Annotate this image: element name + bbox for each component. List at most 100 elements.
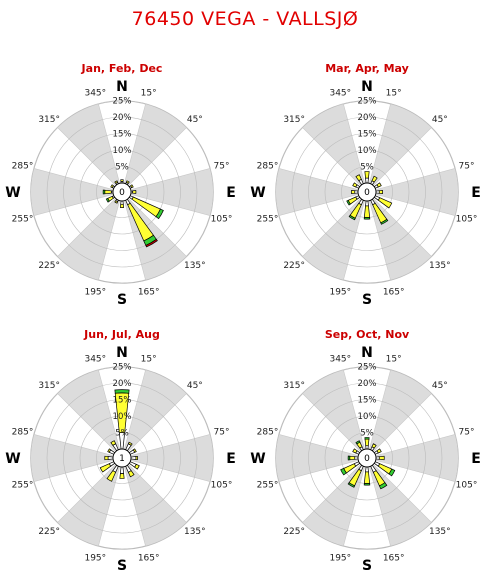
sector-line [98, 200, 120, 280]
wind-rose-chart: Jun, Jul, Aug15%10%15%20%25%15°45°75°105… [5, 328, 236, 573]
sector-line [34, 168, 114, 190]
degree-label: 285° [257, 427, 279, 437]
percent-ring [30, 100, 214, 284]
wind-bar [365, 177, 369, 184]
wind-bar [107, 456, 114, 460]
sector-line [98, 370, 120, 450]
wind-bar [155, 208, 164, 220]
percent-ring [275, 100, 459, 284]
direction-label: W [5, 185, 20, 201]
wind-bar [364, 171, 370, 179]
degree-label: 105° [456, 481, 478, 491]
wind-bar [355, 174, 362, 182]
ring-label: 15% [358, 396, 377, 406]
season-title: Jun, Jul, Aug [83, 328, 160, 341]
degree-label: 285° [12, 427, 34, 437]
shaded-sector [369, 370, 432, 452]
wind-rose-chart: Mar, Apr, May 0 5% 10% 15% 20% 25% 15° 45° 75° 105… [250, 62, 481, 307]
wind-rose-panel-autumn: Sep, Oct, Nov 0 5% 10% 15% 20% 25% 15° 45° 75° 105… [245, 318, 490, 573]
wind-bar [104, 455, 109, 461]
sector-line [279, 460, 359, 482]
shaded-sector [130, 168, 214, 216]
degree-label: 225° [38, 527, 60, 537]
degree-label: 255° [257, 481, 279, 491]
degree-label: 75° [459, 427, 475, 437]
wind-rose-panel-winter: Jan, Feb, Dec 0 5% 10% 15% 20% 25% 15° 45° 75° 105… [0, 52, 245, 307]
direction-label: W [5, 451, 20, 467]
wind-bar [354, 456, 359, 460]
direction-label: W [250, 451, 265, 467]
calm-label: 0 [364, 188, 370, 198]
sector-line [369, 370, 391, 450]
degree-label: 15° [386, 89, 402, 99]
wind-bar [99, 463, 112, 473]
sector-line [98, 104, 120, 184]
wind-bar [130, 456, 137, 460]
wind-bar [363, 471, 371, 484]
wind-bar [347, 482, 356, 488]
sector-line [375, 460, 455, 482]
percent-ring [96, 166, 148, 218]
sector-line [375, 434, 455, 456]
page-title: 76450 VEGA - VALLSJØ [131, 8, 359, 30]
wind-rose-panel-summer: Jun, Jul, Aug 1 5% 10% 15% 20% 25% 15° 45° 75° 105… [0, 318, 245, 573]
sector-line [302, 464, 361, 523]
degree-label: 45° [187, 115, 203, 125]
sector-line [130, 168, 210, 190]
shaded-sector [275, 168, 359, 216]
sector-line [130, 460, 210, 482]
sector-line [373, 127, 432, 186]
degree-label: 315° [283, 115, 305, 125]
wind-bar [371, 175, 378, 183]
sector-line [343, 466, 365, 546]
percent-ring [30, 366, 214, 550]
sector-line [124, 104, 146, 184]
sector-line [373, 198, 432, 257]
ring-label: 20% [113, 113, 132, 123]
ring-label: 5% [115, 163, 129, 173]
degree-label: 105° [211, 481, 233, 491]
wind-bar [125, 180, 130, 184]
wind-bar [346, 199, 351, 206]
wind-bar [378, 455, 385, 461]
sector-line [279, 194, 359, 216]
sector-line [279, 434, 359, 456]
ring-label: 25% [358, 97, 377, 107]
shaded-sector [302, 198, 365, 280]
percent-ring [308, 133, 426, 251]
sector-line [130, 434, 210, 456]
ring-label: 10% [113, 146, 132, 156]
shaded-sector [369, 104, 432, 186]
sector-line [128, 127, 187, 186]
season-title: Sep, Oct, Nov [325, 328, 410, 341]
calm-label: 1 [119, 454, 125, 464]
percent-ring [291, 382, 443, 534]
degree-label: 225° [283, 527, 305, 537]
percent-ring [308, 399, 426, 517]
sector-line [128, 393, 187, 452]
wind-bar [352, 182, 358, 188]
degree-label: 195° [329, 553, 351, 563]
direction-label: E [226, 185, 236, 201]
degree-label: 105° [456, 215, 478, 225]
shaded-sector [375, 168, 459, 216]
ring-label: 10% [113, 412, 132, 422]
wind-bar [351, 189, 356, 195]
shaded-sector [124, 464, 187, 546]
wind-bar [135, 455, 138, 461]
sector-line [302, 127, 361, 186]
direction-label: E [226, 451, 236, 467]
sector-line [343, 200, 365, 280]
wind-bar [127, 441, 133, 446]
wind-bar [365, 200, 369, 207]
degree-label: 315° [38, 115, 60, 125]
percent-ring [324, 415, 410, 501]
degree-label: 15° [141, 355, 157, 365]
wind-bar [107, 448, 112, 453]
wind-bar [110, 440, 117, 446]
wind-bar [120, 200, 124, 205]
ring-label: 5% [360, 163, 374, 173]
sector-line [57, 464, 116, 523]
percent-ring [46, 116, 198, 268]
sector-line [373, 393, 432, 452]
